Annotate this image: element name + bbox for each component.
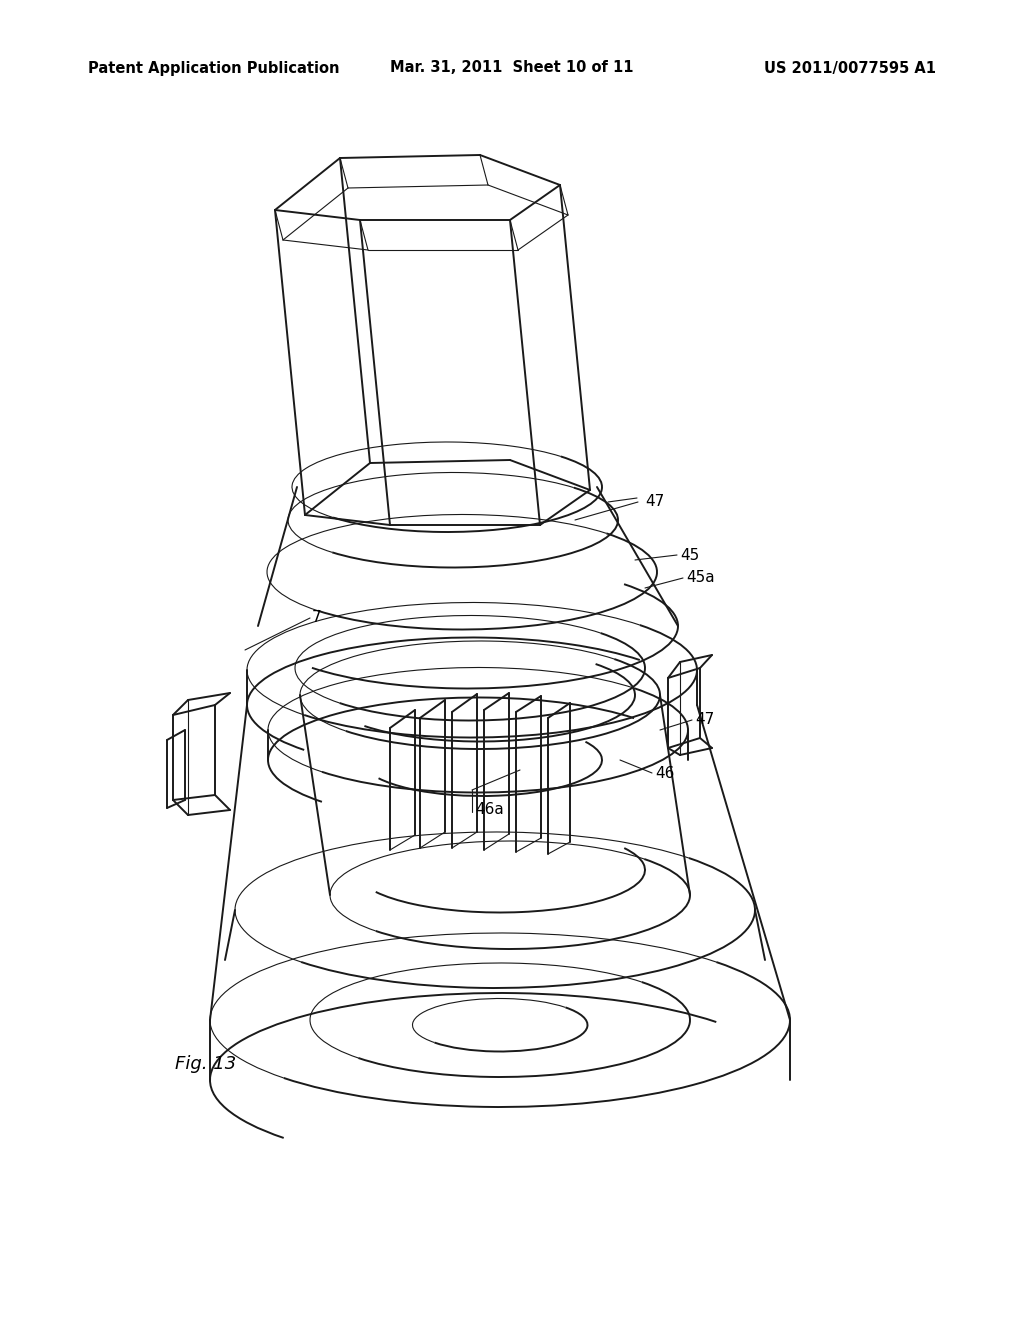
Text: 46: 46 bbox=[655, 766, 675, 780]
Text: Fig. 13: Fig. 13 bbox=[175, 1055, 237, 1073]
Text: Mar. 31, 2011  Sheet 10 of 11: Mar. 31, 2011 Sheet 10 of 11 bbox=[390, 61, 634, 75]
Text: Patent Application Publication: Patent Application Publication bbox=[88, 61, 340, 75]
Text: 47: 47 bbox=[695, 713, 715, 727]
Text: 47: 47 bbox=[645, 495, 665, 510]
Text: 7: 7 bbox=[312, 610, 322, 626]
Text: 46a: 46a bbox=[475, 803, 504, 817]
Text: US 2011/0077595 A1: US 2011/0077595 A1 bbox=[764, 61, 936, 75]
Text: 45a: 45a bbox=[686, 570, 715, 586]
Text: 45: 45 bbox=[680, 548, 699, 562]
